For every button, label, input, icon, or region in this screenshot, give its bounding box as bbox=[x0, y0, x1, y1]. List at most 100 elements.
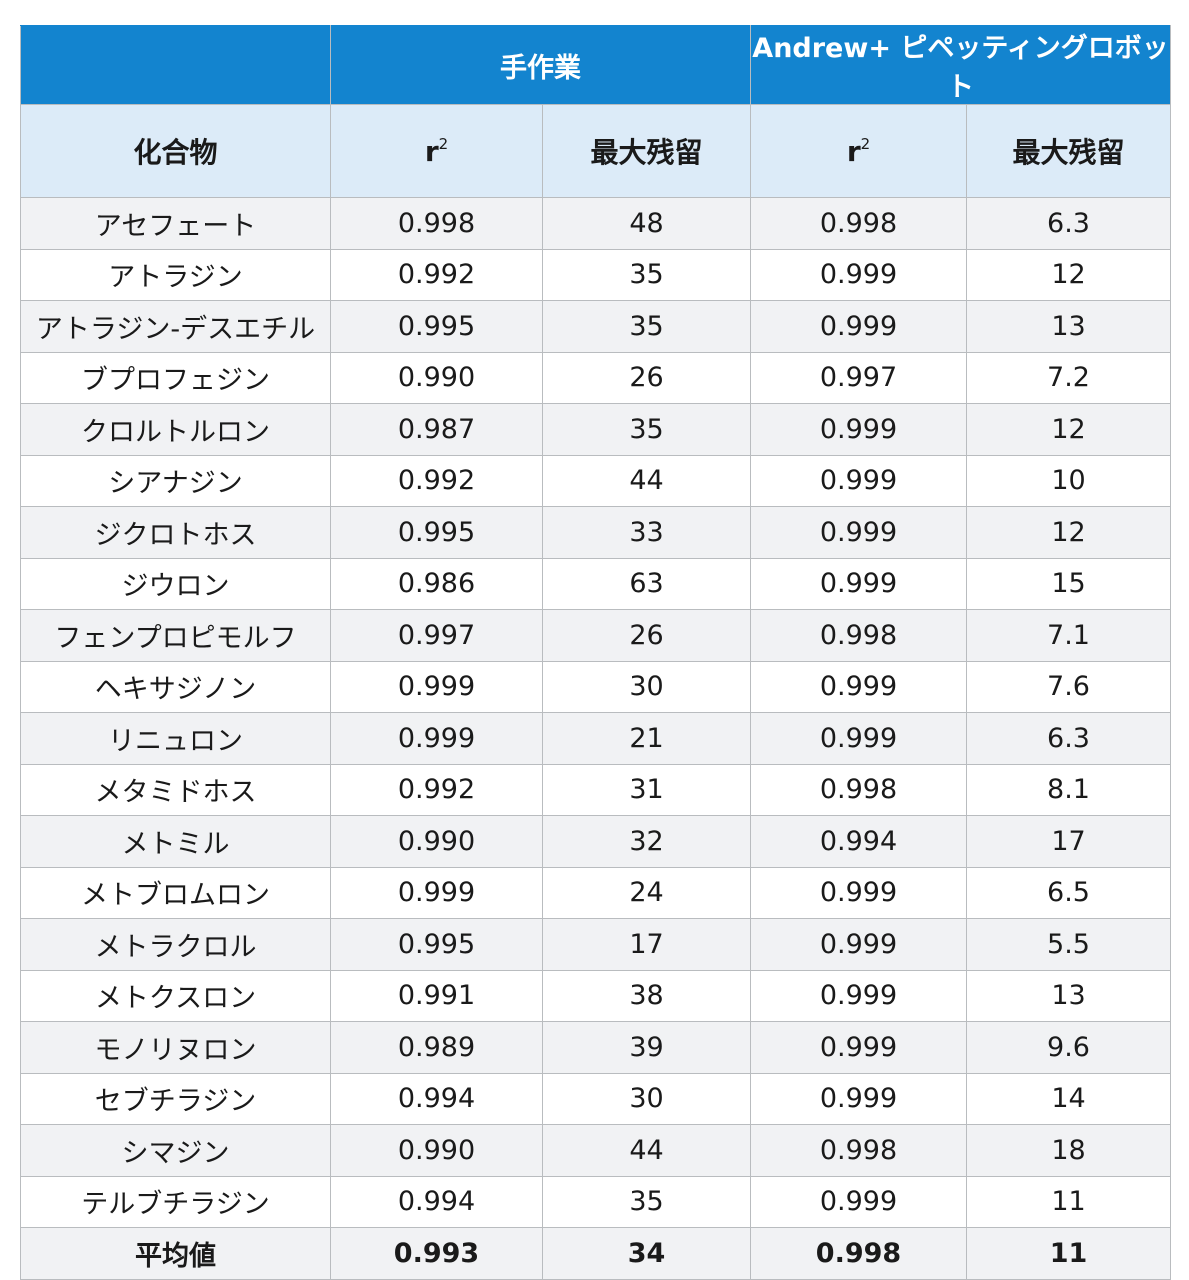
col-header-robot-r2: r2 bbox=[750, 104, 967, 198]
compound-cell: クロルトルロン bbox=[20, 403, 331, 456]
table-row: シアナジン 0.992 44 0.999 10 bbox=[20, 454, 1172, 507]
robot-r2-cell: 0.999 bbox=[750, 660, 967, 713]
compound-cell: アセフェート bbox=[20, 197, 331, 250]
compound-cell: フェンプロピモルフ bbox=[20, 609, 331, 662]
robot-max-residual-cell: 6.3 bbox=[965, 712, 1172, 765]
manual-max-residual-cell: 21 bbox=[542, 712, 751, 765]
table-body: アセフェート 0.998 48 0.998 6.3 アトラジン 0.992 35 0.999 12… bbox=[20, 197, 1172, 1280]
compound-cell: テルブチラジン bbox=[20, 1175, 331, 1228]
compound-cell: アトラジン bbox=[20, 248, 331, 301]
table-row: テルブチラジン 0.994 35 0.999 11 bbox=[20, 1175, 1172, 1228]
robot-r2-cell: 0.999 bbox=[750, 1072, 967, 1125]
table-row: シマジン 0.990 44 0.998 18 bbox=[20, 1124, 1172, 1177]
manual-max-residual-cell: 44 bbox=[542, 454, 751, 507]
robot-r2-cell: 0.999 bbox=[750, 1021, 967, 1074]
robot-max-residual-cell: 7.6 bbox=[965, 660, 1172, 713]
compound-cell: シアナジン bbox=[20, 454, 331, 507]
compound-cell: セブチラジン bbox=[20, 1072, 331, 1125]
manual-max-residual-cell: 31 bbox=[542, 763, 751, 816]
robot-max-residual-cell: 7.2 bbox=[965, 351, 1172, 404]
robot-max-residual-cell: 6.5 bbox=[965, 866, 1172, 919]
manual-r2-cell: 0.994 bbox=[330, 1175, 543, 1228]
manual-r2-cell: 0.990 bbox=[330, 815, 543, 868]
robot-r2-cell: 0.998 bbox=[750, 763, 967, 816]
compound-cell: アトラジン-デスエチル bbox=[20, 300, 331, 353]
robot-max-residual-cell: 18 bbox=[965, 1124, 1172, 1177]
manual-max-residual-cell: 35 bbox=[542, 248, 751, 301]
manual-r2-cell: 0.995 bbox=[330, 918, 543, 971]
compound-cell: メトブロムロン bbox=[20, 866, 331, 919]
robot-max-residual-cell: 10 bbox=[965, 454, 1172, 507]
manual-max-residual-cell: 24 bbox=[542, 866, 751, 919]
manual-max-residual-cell: 30 bbox=[542, 1072, 751, 1125]
results-table: 手作業 Andrew+ ピペッティングロボット 化合物 r2 最大残留 r2 最… bbox=[20, 25, 1172, 1280]
manual-r2-cell: 0.999 bbox=[330, 660, 543, 713]
table-row: ジクロトホス 0.995 33 0.999 12 bbox=[20, 506, 1172, 559]
manual-r2-cell: 0.995 bbox=[330, 506, 543, 559]
manual-r2-cell: 0.992 bbox=[330, 454, 543, 507]
compound-cell: リニュロン bbox=[20, 712, 331, 765]
average-robot-r2: 0.998 bbox=[750, 1227, 967, 1280]
r-superscript: 2 bbox=[438, 134, 449, 153]
compound-cell: ブプロフェジン bbox=[20, 351, 331, 404]
compound-cell: ヘキサジノン bbox=[20, 660, 331, 713]
robot-r2-cell: 0.994 bbox=[750, 815, 967, 868]
manual-r2-cell: 0.990 bbox=[330, 1124, 543, 1177]
manual-r2-cell: 0.994 bbox=[330, 1072, 543, 1125]
robot-r2-cell: 0.999 bbox=[750, 969, 967, 1022]
table-row: ヘキサジノン 0.999 30 0.999 7.6 bbox=[20, 660, 1172, 713]
robot-r2-cell: 0.999 bbox=[750, 248, 967, 301]
average-manual-r2: 0.993 bbox=[330, 1227, 543, 1280]
robot-r2-cell: 0.999 bbox=[750, 403, 967, 456]
compound-cell: メトミル bbox=[20, 815, 331, 868]
table-row: アトラジン 0.992 35 0.999 12 bbox=[20, 248, 1172, 301]
manual-max-residual-cell: 32 bbox=[542, 815, 751, 868]
table-row: メトブロムロン 0.999 24 0.999 6.5 bbox=[20, 866, 1172, 919]
robot-max-residual-cell: 9.6 bbox=[965, 1021, 1172, 1074]
compound-cell: シマジン bbox=[20, 1124, 331, 1177]
robot-r2-cell: 0.999 bbox=[750, 866, 967, 919]
robot-r2-cell: 0.999 bbox=[750, 918, 967, 971]
robot-max-residual-cell: 13 bbox=[965, 969, 1172, 1022]
table-row: リニュロン 0.999 21 0.999 6.3 bbox=[20, 712, 1172, 765]
robot-r2-cell: 0.999 bbox=[750, 454, 967, 507]
robot-max-residual-cell: 8.1 bbox=[965, 763, 1172, 816]
manual-r2-cell: 0.999 bbox=[330, 866, 543, 919]
table-row: フェンプロピモルフ 0.997 26 0.998 7.1 bbox=[20, 609, 1172, 662]
compound-cell: モノリヌロン bbox=[20, 1021, 331, 1074]
table-row: ブプロフェジン 0.990 26 0.997 7.2 bbox=[20, 351, 1172, 404]
robot-max-residual-cell: 12 bbox=[965, 506, 1172, 559]
manual-r2-cell: 0.991 bbox=[330, 969, 543, 1022]
column-header-row: 化合物 r2 最大残留 r2 最大残留 bbox=[20, 104, 1172, 198]
r-label: r bbox=[846, 134, 861, 168]
robot-r2-cell: 0.997 bbox=[750, 351, 967, 404]
table-row: モノリヌロン 0.989 39 0.999 9.6 bbox=[20, 1021, 1172, 1074]
manual-max-residual-cell: 39 bbox=[542, 1021, 751, 1074]
table-row: メタミドホス 0.992 31 0.998 8.1 bbox=[20, 763, 1172, 816]
manual-max-residual-cell: 33 bbox=[542, 506, 751, 559]
manual-max-residual-cell: 17 bbox=[542, 918, 751, 971]
robot-max-residual-cell: 12 bbox=[965, 248, 1172, 301]
robot-max-residual-cell: 7.1 bbox=[965, 609, 1172, 662]
robot-max-residual-cell: 5.5 bbox=[965, 918, 1172, 971]
manual-max-residual-cell: 26 bbox=[542, 351, 751, 404]
compound-cell: メトラクロル bbox=[20, 918, 331, 971]
group-header-blank bbox=[20, 25, 331, 105]
col-header-manual-r2: r2 bbox=[330, 104, 543, 198]
manual-max-residual-cell: 38 bbox=[542, 969, 751, 1022]
robot-max-residual-cell: 13 bbox=[965, 300, 1172, 353]
robot-max-residual-cell: 12 bbox=[965, 403, 1172, 456]
manual-max-residual-cell: 35 bbox=[542, 300, 751, 353]
robot-r2-cell: 0.999 bbox=[750, 557, 967, 610]
group-header-row: 手作業 Andrew+ ピペッティングロボット bbox=[20, 25, 1172, 105]
average-manual-max: 34 bbox=[542, 1227, 751, 1280]
robot-r2-cell: 0.998 bbox=[750, 609, 967, 662]
manual-r2-cell: 0.990 bbox=[330, 351, 543, 404]
compound-cell: ジクロトホス bbox=[20, 506, 331, 559]
robot-r2-cell: 0.999 bbox=[750, 1175, 967, 1228]
table-row: メトクスロン 0.991 38 0.999 13 bbox=[20, 969, 1172, 1022]
table-row: アセフェート 0.998 48 0.998 6.3 bbox=[20, 197, 1172, 250]
average-row: 平均値 0.993 34 0.998 11 bbox=[20, 1227, 1172, 1280]
table-row: メトミル 0.990 32 0.994 17 bbox=[20, 815, 1172, 868]
manual-max-residual-cell: 44 bbox=[542, 1124, 751, 1177]
